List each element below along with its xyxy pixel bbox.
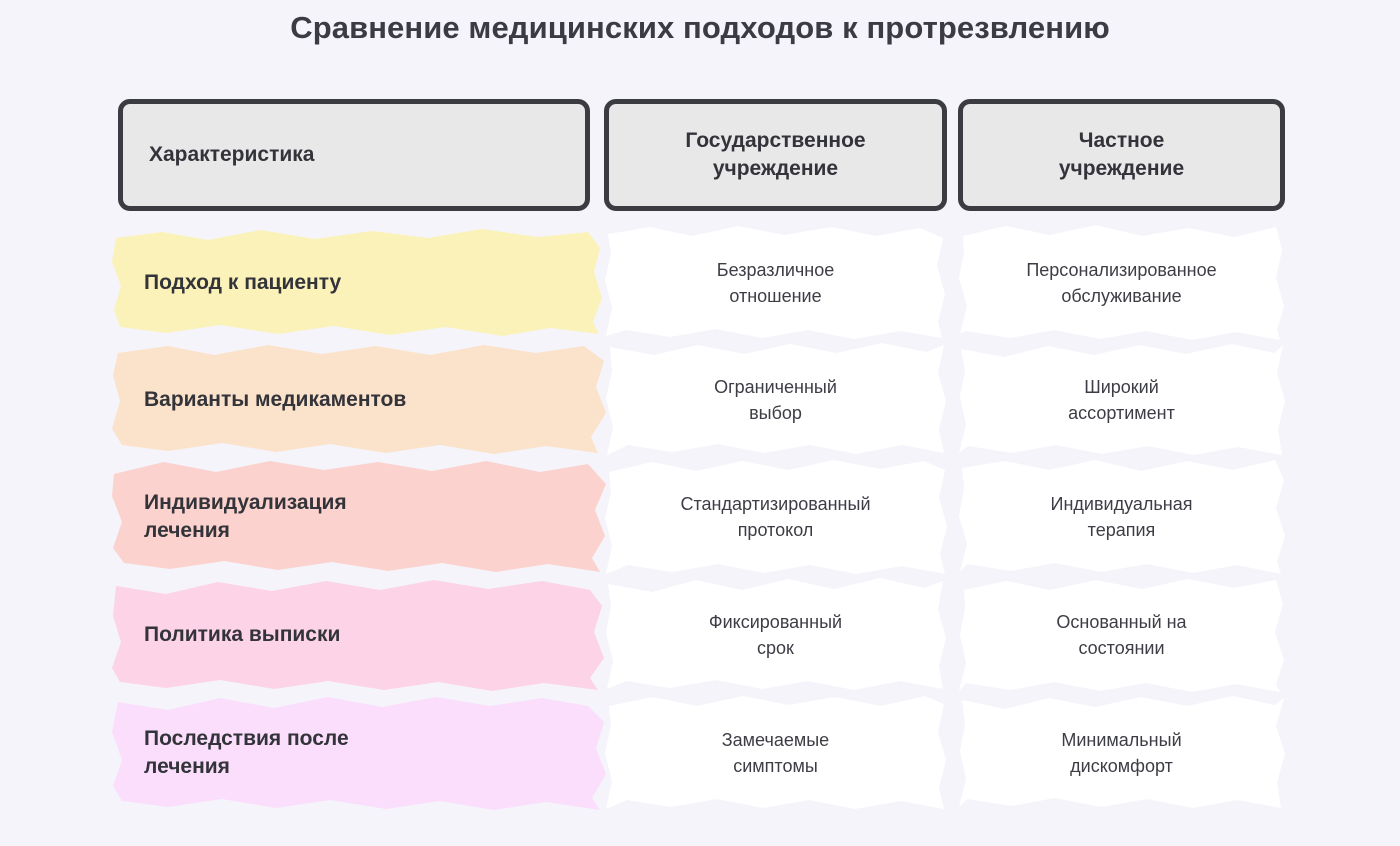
value-label: Безразличное отношение — [716, 259, 835, 306]
sketch-path — [112, 345, 606, 454]
sketch-cell-shape — [605, 226, 945, 339]
sketch-cell-shape — [959, 696, 1285, 808]
sketch-path — [605, 226, 945, 339]
sketch-path — [112, 229, 602, 336]
feature-cell: Варианты медикаментов — [110, 341, 610, 459]
sketch-path — [112, 697, 606, 810]
value-label: Замечаемые симптомы — [721, 729, 830, 776]
value-label: Индивидуальная терапия — [1050, 493, 1193, 540]
value-cell-private: Персонализированное обслуживание — [958, 224, 1285, 342]
feature-label: Индивидуализация лечения — [144, 490, 347, 542]
sketch-path — [959, 579, 1284, 692]
sketch-highlight-shape — [112, 580, 604, 691]
table-row: Политика выписки Фиксированный срок Осно… — [0, 576, 1400, 694]
feature-label: Варианты медикаментов — [144, 387, 407, 411]
sketch-path — [606, 578, 946, 690]
sketch-path — [605, 460, 947, 574]
sketch-path — [605, 696, 946, 809]
sketch-highlight-shape — [112, 461, 606, 572]
table-row: Индивидуализация лечения Стандартизирова… — [0, 458, 1400, 576]
value-label: Широкий ассортимент — [1068, 376, 1175, 423]
feature-cell: Последствия после лечения — [110, 694, 610, 812]
value-label: Ограниченный выбор — [714, 376, 837, 423]
value-cell-public: Стандартизированный протокол — [604, 458, 947, 576]
sketch-cell-shape — [959, 344, 1285, 455]
sketch-highlight-shape — [112, 229, 602, 336]
sketch-path — [959, 696, 1285, 808]
sketch-highlight-shape — [112, 697, 606, 810]
sketch-highlight-shape — [112, 345, 606, 454]
feature-label: Последствия после лечения — [144, 726, 349, 778]
value-cell-private: Минимальный дискомфорт — [958, 694, 1285, 812]
value-label: Основанный на состоянии — [1056, 611, 1187, 658]
value-cell-public: Фиксированный срок — [604, 576, 947, 694]
value-cell-public: Ограниченный выбор — [604, 341, 947, 459]
sketch-path — [112, 461, 606, 572]
feature-cell: Политика выписки — [110, 576, 610, 694]
table-row: Варианты медикаментов Ограниченный выбор… — [0, 341, 1400, 459]
column-header-public-institution: Государственное учреждение — [604, 99, 947, 211]
value-cell-public: Замечаемые симптомы — [604, 694, 947, 812]
table-row: Подход к пациенту Безразличное отношение… — [0, 224, 1400, 342]
value-cell-private: Основанный на состоянии — [958, 576, 1285, 694]
feature-cell: Индивидуализация лечения — [110, 458, 610, 576]
comparison-table: Характеристика Государственное учреждени… — [0, 86, 1400, 838]
value-cell-public: Безразличное отношение — [604, 224, 947, 342]
sketch-cell-shape — [605, 460, 947, 574]
table-row: Последствия после лечения Замечаемые сим… — [0, 694, 1400, 812]
table-header-row: Характеристика Государственное учреждени… — [0, 86, 1400, 216]
sketch-path — [959, 344, 1285, 455]
sketch-path — [959, 225, 1284, 340]
sketch-cell-shape — [959, 460, 1285, 574]
sketch-cell-shape — [606, 578, 946, 690]
column-header-private-institution: Частное учреждение — [958, 99, 1285, 211]
sketch-cell-shape — [606, 343, 946, 455]
sketch-path — [959, 460, 1285, 574]
sketch-path — [112, 580, 604, 691]
feature-label: Политика выписки — [144, 622, 341, 646]
sketch-cell-shape — [959, 225, 1284, 340]
value-label: Стандартизированный протокол — [680, 493, 871, 540]
sketch-cell-shape — [959, 579, 1284, 692]
page-title: Сравнение медицинских подходов к протрез… — [290, 10, 1110, 45]
value-cell-private: Индивидуальная терапия — [958, 458, 1285, 576]
feature-cell: Подход к пациенту — [110, 224, 610, 342]
value-label: Фиксированный срок — [708, 611, 843, 658]
sketch-cell-shape — [605, 696, 946, 809]
value-label: Минимальный дискомфорт — [1061, 729, 1182, 776]
feature-label: Подход к пациенту — [144, 270, 342, 294]
value-label: Персонализированное обслуживание — [1026, 259, 1217, 306]
column-header-characteristic: Характеристика — [118, 99, 590, 211]
sketch-path — [606, 343, 946, 455]
value-cell-private: Широкий ассортимент — [958, 341, 1285, 459]
